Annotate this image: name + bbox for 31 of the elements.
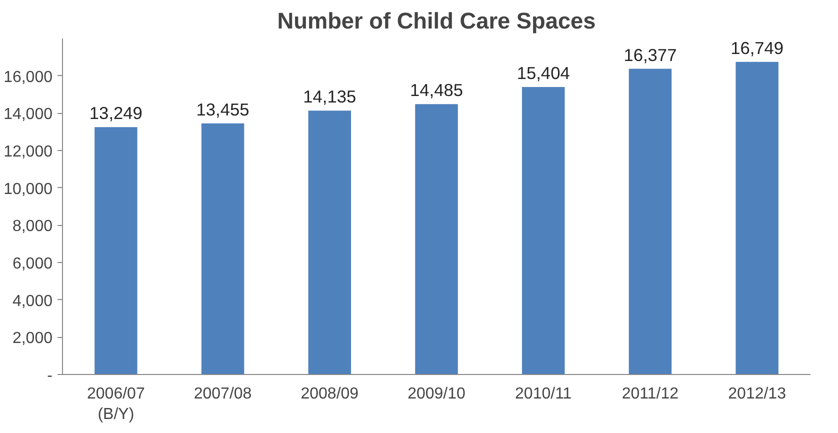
bar [201,123,244,374]
y-tick-label: - [47,368,52,384]
y-tick-label: 6,000 [12,256,53,272]
y-tick-label: 4,000 [12,292,53,310]
y-tick-label: 16,000 [4,68,53,86]
bar [522,86,565,374]
data-label: 13,249 [89,103,142,124]
x-tick-label: 2012/13 [728,386,786,402]
data-label: 16,749 [730,38,784,58]
y-tick-label: 8,000 [12,218,53,236]
x-tick-label: 2011/12 [622,386,679,402]
x-tick-label: 2007/08 [194,386,252,402]
data-label: 14,485 [410,80,463,100]
y-tick-label: 10,000 [4,180,53,198]
x-tick-label: 2010/11 [515,386,572,402]
x-tick-label: 2006/07 (B/Y) [87,386,145,423]
bar [736,62,778,374]
data-label: 14,135 [303,86,356,107]
x-tick-label: 2009/10 [408,386,466,402]
bar [628,68,672,374]
bar [308,110,352,374]
data-label: 13,455 [196,99,250,120]
data-label: 16,377 [624,44,677,65]
y-tick-label: 2,000 [12,330,53,348]
y-tick-label: 12,000 [4,144,53,160]
y-tick-label: 14,000 [4,106,53,124]
bar [415,104,458,374]
x-tick-label: 2008/09 [300,386,359,402]
data-label: 15,404 [516,62,570,83]
chart-title: Number of Child Care Spaces [277,8,596,34]
bar [94,127,138,374]
